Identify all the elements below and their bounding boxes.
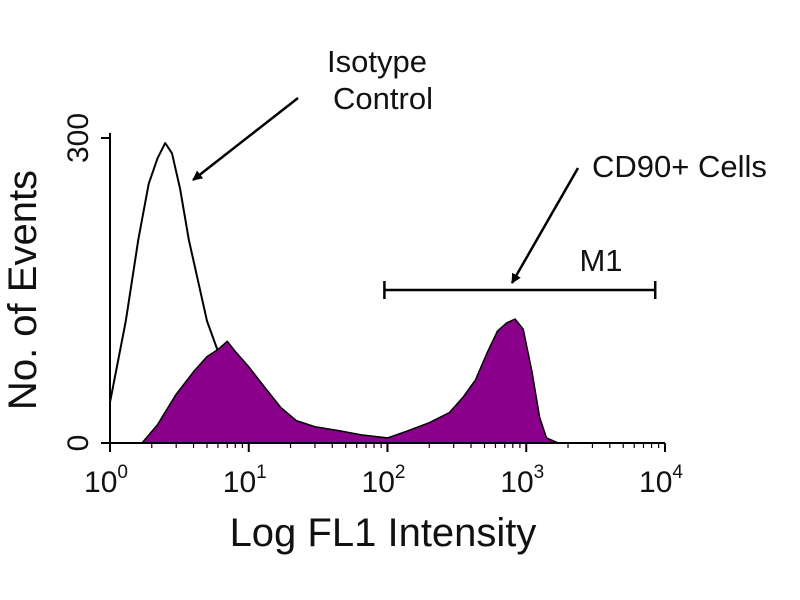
y-axis-title: No. of Events xyxy=(1,170,45,410)
isotype-annotation: Isotype Control xyxy=(192,44,433,181)
isotype-arrow xyxy=(192,97,299,181)
tick-layer: 100 101 102 103 104 0 300 xyxy=(62,113,683,499)
y-tick-label-0: 0 xyxy=(62,435,95,452)
y-tick-label-1: 300 xyxy=(62,113,95,163)
isotype-label-line2: Control xyxy=(333,81,433,116)
cd90-annotation: CD90+ Cells xyxy=(510,149,767,284)
m1-label: M1 xyxy=(579,243,622,278)
series-layer xyxy=(109,142,559,444)
x-axis-title: Log FL1 Intensity xyxy=(230,511,537,555)
x-tick-label-4: 104 xyxy=(639,462,683,499)
series-cd90-cells-area xyxy=(141,318,559,444)
x-tick-label-3: 103 xyxy=(500,462,544,499)
x-tick-label-2: 102 xyxy=(362,462,406,499)
x-tick-label-1: 101 xyxy=(223,462,267,499)
x-tick-label-0: 100 xyxy=(84,462,128,499)
cd90-arrow xyxy=(510,167,580,284)
m1-marker: M1 xyxy=(383,243,657,299)
isotype-label-line1: Isotype xyxy=(327,44,427,79)
cd90-label: CD90+ Cells xyxy=(592,149,767,184)
